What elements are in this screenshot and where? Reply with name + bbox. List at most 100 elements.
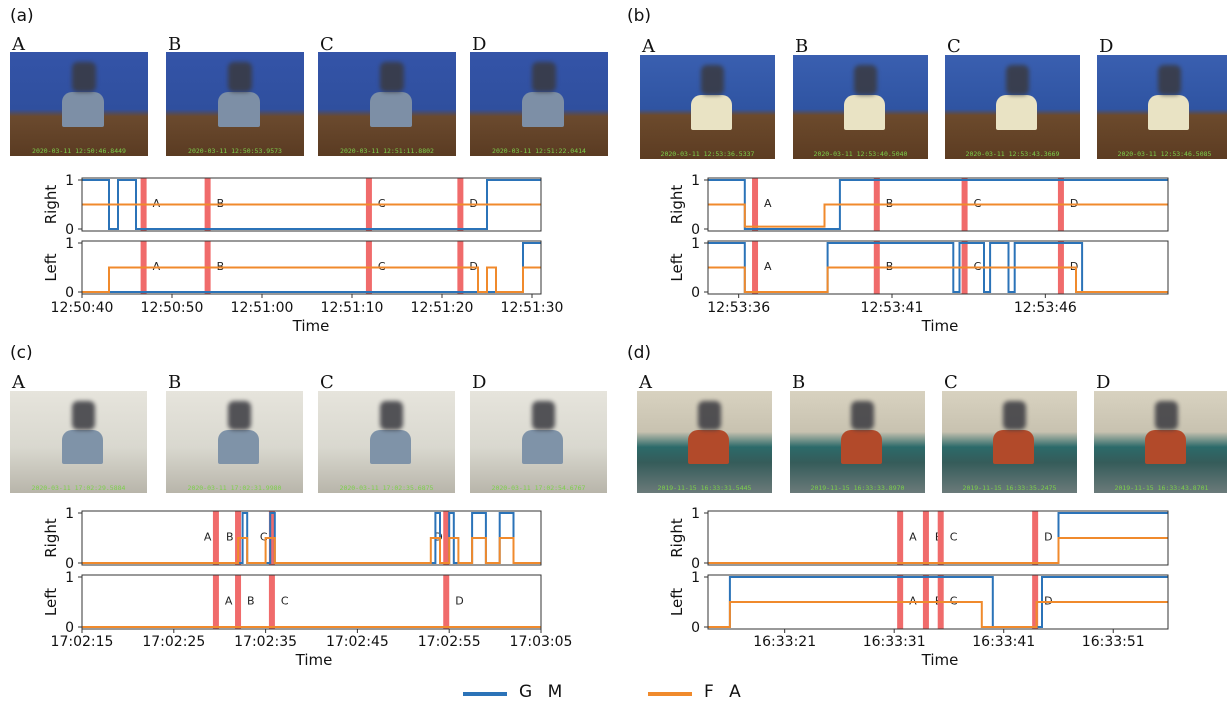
frame-letter: D	[1096, 372, 1111, 393]
x-tick-label: 12:53:41	[861, 300, 924, 316]
event-label: B	[217, 197, 225, 210]
frame-letter: D	[472, 372, 487, 393]
video-frame: 2019-11-15 16:33:43.8701	[1094, 391, 1227, 493]
series-fa-line	[708, 601, 1168, 628]
legend: G M F A	[463, 682, 793, 704]
event-marker	[365, 241, 372, 294]
y-axis-label: Right	[42, 185, 60, 225]
y-axis-label: Right	[668, 185, 686, 225]
frame-timestamp: 2019-11-15 16:33:35.2475	[962, 484, 1057, 492]
frame-timestamp: 2020-03-11 17:02:54.6767	[491, 484, 586, 492]
person-silhouette	[522, 91, 564, 127]
event-label: D	[1044, 595, 1052, 608]
event-label: C	[378, 197, 386, 210]
person-silhouette	[841, 429, 882, 465]
event-label: A	[225, 595, 233, 608]
frame-timestamp: 2020-03-11 17:02:31.9980	[187, 484, 282, 492]
frame-timestamp: 2020-03-11 12:50:46.8449	[32, 147, 126, 155]
event-marker	[204, 178, 211, 231]
frame-letter: D	[1099, 36, 1114, 57]
y-axis-label: Left	[668, 588, 686, 616]
event-marker	[897, 511, 904, 565]
frame-letter: B	[792, 372, 806, 393]
series-gm-line	[82, 242, 541, 293]
frame-letter: C	[320, 372, 334, 393]
event-label: D	[455, 595, 463, 608]
frame-timestamp: 2020-03-11 12:53:36.5337	[660, 150, 755, 158]
frame-letter: A	[639, 372, 652, 393]
video-frame: 2020-03-11 17:02:31.9980	[166, 391, 303, 493]
event-marker	[457, 178, 464, 231]
event-label: B	[247, 595, 255, 608]
event-label: B	[935, 595, 943, 608]
blurred-face	[227, 401, 251, 430]
series-fa-line	[708, 203, 1168, 228]
panel-label-a: (a)	[10, 6, 34, 26]
series-gm-line	[82, 512, 541, 564]
subplot-frame	[81, 240, 542, 295]
panel-label-c: (c)	[10, 343, 33, 363]
person-silhouette	[522, 429, 564, 465]
event-marker	[457, 241, 464, 294]
person-silhouette	[993, 429, 1034, 465]
blurred-face	[700, 65, 724, 95]
legend-gm-label: G M	[519, 682, 568, 702]
event-marker	[1057, 178, 1064, 231]
blurred-face	[379, 401, 403, 430]
frame-timestamp: 2020-03-11 12:53:40.5040	[813, 150, 908, 158]
event-marker	[1032, 575, 1039, 629]
event-marker	[897, 575, 904, 629]
y-tick-label: 0	[65, 620, 74, 636]
frame-timestamp: 2020-03-11 17:02:35.6875	[339, 484, 434, 492]
event-marker	[268, 511, 275, 565]
event-label: C	[950, 531, 958, 544]
blurred-face	[380, 62, 404, 92]
event-label: A	[153, 260, 161, 273]
person-silhouette	[62, 429, 104, 465]
y-tick-label: 1	[65, 173, 74, 189]
frame-letter: C	[320, 34, 334, 55]
frame-timestamp: 2019-11-15 16:33:43.8701	[1114, 484, 1209, 492]
frame-letter: A	[12, 372, 25, 393]
subplot-frame	[81, 510, 542, 566]
video-frame: 2020-03-11 12:50:46.8449	[10, 52, 148, 156]
blurred-face	[532, 62, 556, 92]
y-axis-label: Left	[668, 253, 686, 281]
video-frame: 2019-11-15 16:33:33.8970	[790, 391, 925, 493]
event-marker	[937, 575, 944, 629]
person-silhouette	[370, 91, 412, 127]
video-frame: 2020-03-11 12:51:11.8802	[318, 52, 456, 156]
frame-letter: A	[642, 36, 655, 57]
event-marker	[961, 178, 968, 231]
x-tick-label: 17:02:45	[326, 634, 389, 650]
y-tick-label: 0	[691, 222, 700, 238]
series-fa-line	[82, 537, 541, 564]
event-label: B	[217, 260, 225, 273]
series-fa-line	[708, 266, 1168, 293]
event-label: C	[281, 595, 289, 608]
series-gm-line	[708, 242, 1168, 293]
event-marker	[752, 241, 759, 294]
panel-label-d: (d)	[627, 343, 652, 363]
event-marker	[961, 241, 968, 294]
x-axis-label: Time	[295, 651, 333, 669]
subplot-frame	[707, 177, 1169, 232]
event-marker	[140, 241, 147, 294]
legend-fa-line	[648, 692, 692, 696]
subplot-frame	[707, 574, 1169, 630]
frame-letter: B	[168, 372, 182, 393]
frame-timestamp: 2020-03-11 12:51:11.8802	[340, 147, 434, 155]
event-label: A	[764, 260, 772, 273]
event-marker	[922, 511, 929, 565]
y-axis-label: Left	[42, 588, 60, 616]
blurred-face	[72, 62, 96, 92]
frame-letter: D	[472, 34, 487, 55]
blurred-face	[1157, 65, 1181, 95]
person-silhouette	[218, 429, 260, 465]
video-frame: 2020-03-11 17:02:54.6767	[470, 391, 607, 493]
blurred-face	[850, 401, 874, 430]
x-tick-label: 17:02:25	[142, 634, 205, 650]
subplot-frame	[81, 574, 542, 630]
y-tick-label: 1	[691, 236, 700, 252]
video-frame: 2019-11-15 16:33:35.2475	[942, 391, 1077, 493]
